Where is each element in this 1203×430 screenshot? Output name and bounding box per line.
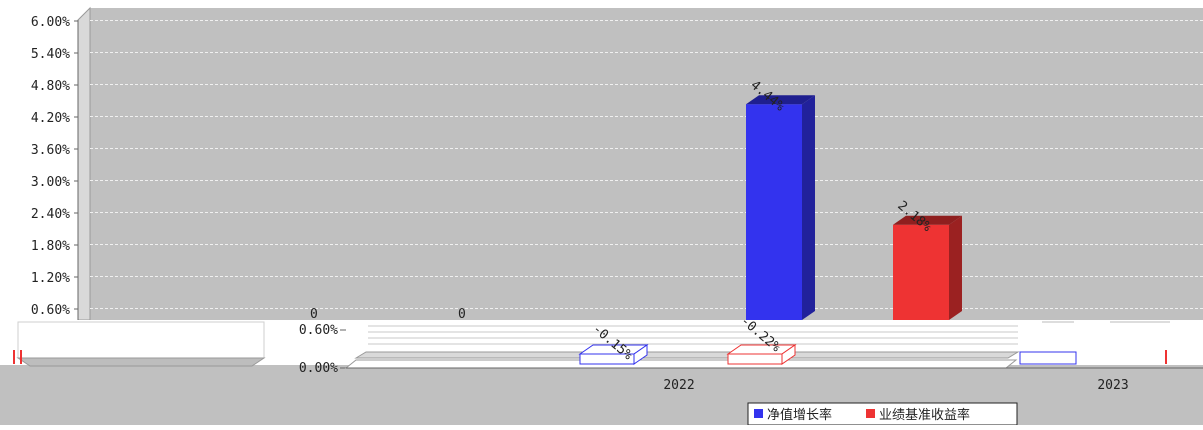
bar-side xyxy=(633,344,648,365)
y-tick-label: 4.80% xyxy=(31,79,70,94)
bar-front xyxy=(893,224,949,320)
bar-benchmark-2022 xyxy=(726,344,797,365)
bar-nav-growth-overlay xyxy=(746,95,815,320)
legend-label-nav-growth: 净值增长率 xyxy=(767,407,832,423)
bar-front xyxy=(727,353,783,365)
y-tick-label: 6.00% xyxy=(31,15,70,30)
y-tick-label: 0.00% xyxy=(299,361,338,376)
bar-front xyxy=(746,104,802,320)
plot-back-wall xyxy=(90,8,1203,320)
lower-grey-floor xyxy=(0,365,1203,425)
bar-value-label: 0 xyxy=(310,307,318,322)
bar-value-label: 0 xyxy=(458,307,466,322)
y-tick-label: 3.60% xyxy=(31,143,70,158)
bar-nav-growth-2023 xyxy=(1019,351,1077,365)
y-tick-label: 4.20% xyxy=(31,111,70,126)
bar-side xyxy=(949,215,962,320)
y-tick-label: 0.60% xyxy=(299,323,338,338)
y-tick-label: 5.40% xyxy=(31,47,70,62)
bar-benchmark-overlay xyxy=(893,215,962,320)
y-tick-label: 2.40% xyxy=(31,207,70,222)
bar-top xyxy=(746,95,815,105)
y-tick-label: 3.00% xyxy=(31,175,70,190)
y-tick-label: 1.20% xyxy=(31,271,70,286)
bar-side xyxy=(781,344,796,365)
plot-side-wall xyxy=(77,6,91,321)
y-tick-label: 1.80% xyxy=(31,239,70,254)
legend-label-benchmark: 业绩基准收益率 xyxy=(879,407,970,423)
x-tick-label: 2022 xyxy=(663,378,694,393)
legend-swatch-benchmark xyxy=(866,409,875,418)
left-panel-floor xyxy=(16,357,266,367)
legend: 净值增长率 业绩基准收益率 xyxy=(747,402,1018,426)
lower-floor xyxy=(354,351,1020,359)
y-tick-label: 0.60% xyxy=(31,303,70,318)
left-panel xyxy=(17,321,265,359)
legend-swatch-nav-growth xyxy=(754,409,763,418)
y-axis-tick-labels: 0.60% 1.20% 1.80% 2.40% 3.00% 3.60% 4.20% 4.80%… xyxy=(31,15,78,318)
lower-floor-front xyxy=(344,359,1018,369)
bar-top xyxy=(893,215,962,225)
bar-nav-growth-2022 xyxy=(578,344,649,365)
bar-side xyxy=(802,95,815,320)
x-tick-label: 2023 xyxy=(1097,378,1128,393)
